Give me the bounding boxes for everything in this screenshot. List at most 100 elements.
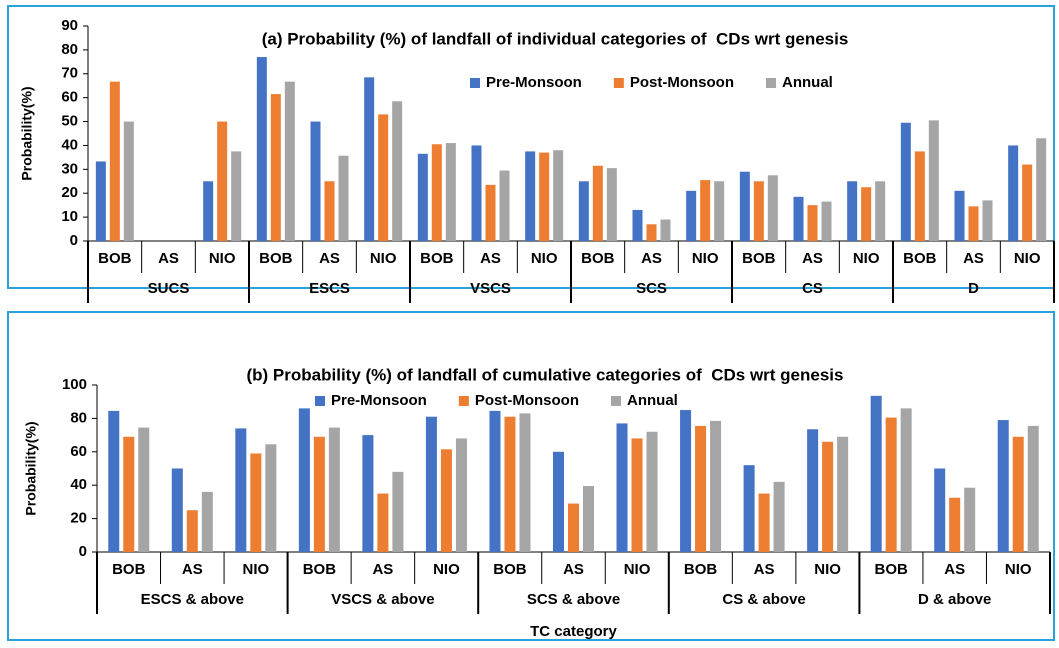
legend-label: Post-Monsoon (475, 392, 579, 409)
y-tick-label: 90 (61, 17, 78, 34)
bar (455, 438, 467, 552)
bar (1022, 164, 1033, 241)
y-tick-label: 20 (70, 510, 87, 527)
legend-swatch (470, 78, 480, 88)
bar (900, 122, 911, 241)
bar (982, 200, 993, 241)
bar (568, 503, 579, 552)
bar (270, 94, 281, 241)
x-axis-label: TC category (530, 623, 617, 640)
bar (108, 410, 120, 552)
bar (378, 114, 389, 241)
bar (686, 190, 697, 241)
bar (445, 143, 456, 241)
bar (646, 224, 657, 241)
y-axis-label: Probability(%) (19, 86, 35, 180)
bar (123, 436, 135, 552)
y-tick-label: 10 (61, 208, 78, 225)
group-label: ESCS & above (141, 591, 244, 608)
x-tick-label: NIO (531, 250, 558, 267)
bar (392, 471, 404, 552)
x-tick-label: AS (563, 561, 584, 578)
bar (954, 190, 965, 241)
x-tick-label: NIO (814, 561, 841, 578)
y-tick-label: 70 (61, 65, 78, 82)
bar (695, 425, 707, 552)
bar (440, 449, 452, 552)
y-tick-label: 80 (70, 409, 87, 426)
x-tick-label: NIO (242, 561, 269, 578)
x-tick-label: AS (158, 250, 179, 267)
bar (201, 491, 213, 552)
y-tick-label: 100 (62, 376, 87, 393)
x-tick-label: AS (802, 250, 823, 267)
bar (914, 151, 925, 241)
bar (714, 181, 725, 241)
x-tick-label: NIO (692, 250, 719, 267)
bar (431, 144, 442, 241)
x-tick-label: NIO (370, 250, 397, 267)
bar (739, 171, 750, 241)
legend-swatch (611, 396, 621, 406)
bar (773, 481, 785, 552)
legend-swatch (613, 78, 624, 88)
bar (553, 451, 564, 552)
legend-swatch (458, 396, 469, 406)
y-tick-label: 40 (70, 476, 87, 493)
bar (743, 465, 755, 552)
x-tick-label: BOB (903, 250, 937, 267)
x-tick-label: BOB (684, 561, 718, 578)
y-tick-label: 60 (70, 443, 87, 460)
bar (1008, 145, 1019, 241)
group-label: D (968, 280, 979, 297)
x-tick-label: AS (182, 561, 203, 578)
x-tick-label: NIO (1014, 250, 1041, 267)
bar (632, 209, 643, 241)
x-tick-label: BOB (493, 561, 527, 578)
legend-label: Pre-Monsoon (331, 392, 427, 409)
x-tick-label: BOB (581, 250, 615, 267)
bar (298, 408, 310, 552)
bar (284, 81, 295, 242)
group-label: SCS (636, 280, 667, 297)
bar (186, 510, 198, 552)
bar (822, 441, 834, 552)
bar (425, 416, 437, 552)
legend-label: Annual (627, 392, 678, 409)
legend-label: Pre-Monsoon (486, 74, 582, 91)
bar (377, 493, 389, 552)
bar (861, 187, 872, 241)
bar (235, 428, 247, 552)
x-tick-label: BOB (259, 250, 293, 267)
y-tick-label: 60 (61, 89, 78, 106)
bar (606, 168, 617, 241)
legend-swatch (315, 396, 325, 406)
y-tick-label: 0 (70, 232, 78, 249)
bar (837, 436, 849, 552)
group-label: D & above (918, 591, 991, 608)
bar (767, 175, 778, 241)
bar (885, 417, 897, 552)
legend-swatch (766, 78, 776, 88)
y-axis-label: Probability(%) (23, 421, 39, 515)
x-tick-label: AS (480, 250, 501, 267)
bar (265, 444, 277, 552)
bar (934, 468, 946, 552)
bar (109, 81, 120, 242)
bar (95, 161, 106, 241)
bar (870, 395, 882, 552)
bar (928, 120, 939, 241)
bar (123, 121, 134, 241)
bar (807, 205, 818, 241)
x-tick-label: NIO (433, 561, 460, 578)
bar (313, 436, 325, 552)
bar (338, 155, 349, 241)
x-tick-label: BOB (303, 561, 337, 578)
y-tick-label: 80 (61, 41, 78, 58)
group-label: VSCS & above (331, 591, 434, 608)
bar (1012, 436, 1024, 552)
y-tick-label: 50 (61, 113, 78, 130)
x-tick-label: BOB (112, 561, 146, 578)
bar (968, 206, 979, 241)
bar (949, 497, 961, 552)
